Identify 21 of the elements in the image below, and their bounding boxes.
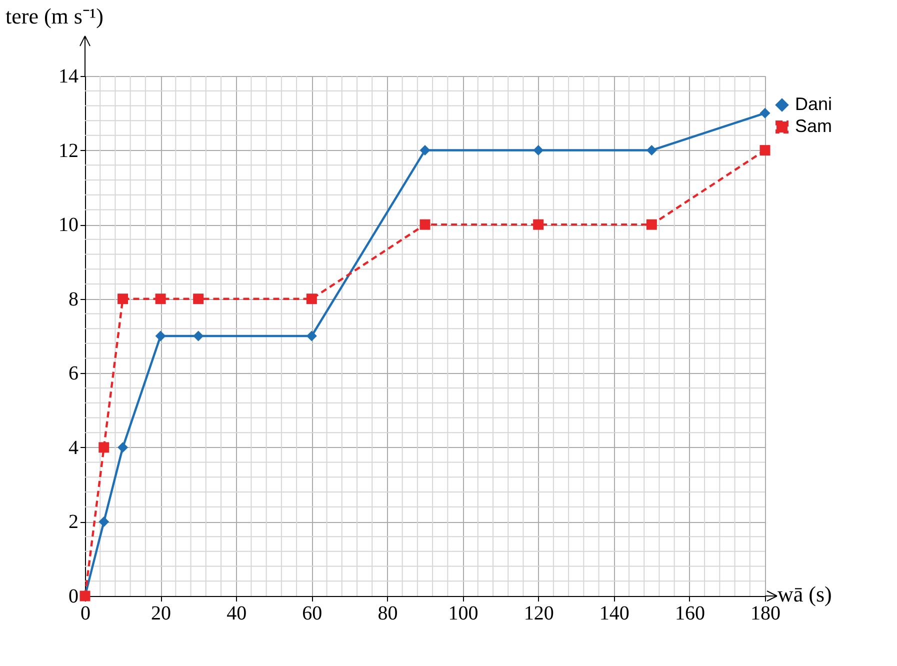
y-tick-label: 6 <box>68 362 78 385</box>
x-tick-label: 180 <box>750 602 780 624</box>
y-tick-label: 4 <box>68 436 78 459</box>
x-tick-label: 60 <box>302 602 322 624</box>
x-tick-label: 140 <box>599 602 630 624</box>
x-tick-label: 120 <box>524 602 554 624</box>
y-tick-label: 0 <box>68 586 78 608</box>
y-tick-label: 2 <box>68 511 78 534</box>
y-axis-title: tere (m s⁻¹) <box>6 4 104 28</box>
y-tick-label: 10 <box>58 214 78 236</box>
legend-label: Dani <box>795 94 832 114</box>
y-tick-label: 8 <box>68 288 78 310</box>
x-tick-label: 40 <box>226 602 247 624</box>
y-tick-label: 12 <box>58 140 78 162</box>
x-tick-label: 80 <box>378 602 398 624</box>
x-tick-label: 160 <box>674 602 705 624</box>
x-tick-label: 20 <box>151 602 172 624</box>
x-tick-label: 100 <box>448 602 478 624</box>
x-axis-title: wā (s) <box>778 582 832 606</box>
legend-label: Sam <box>795 116 832 136</box>
y-tick-label: 14 <box>58 66 78 88</box>
